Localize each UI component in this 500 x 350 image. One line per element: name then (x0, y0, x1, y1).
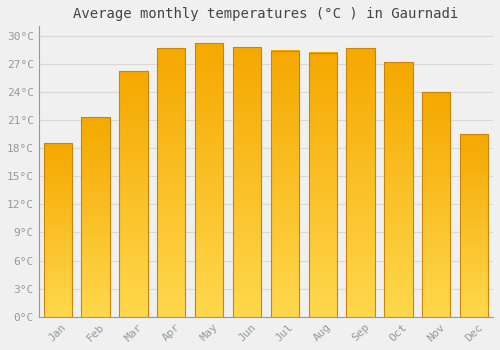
Bar (233, 47, 261, 317)
Bar (119, 71, 148, 317)
Bar (422, 92, 450, 317)
Bar (270, 51, 299, 317)
Bar (460, 134, 488, 317)
Title: Average monthly temperatures (°C ) in Gaurnadi: Average monthly temperatures (°C ) in Ga… (74, 7, 458, 21)
Bar (308, 52, 337, 317)
Bar (384, 62, 412, 317)
Bar (44, 144, 72, 317)
Bar (157, 48, 186, 317)
Bar (346, 48, 375, 317)
Bar (82, 117, 110, 317)
Bar (195, 43, 224, 317)
